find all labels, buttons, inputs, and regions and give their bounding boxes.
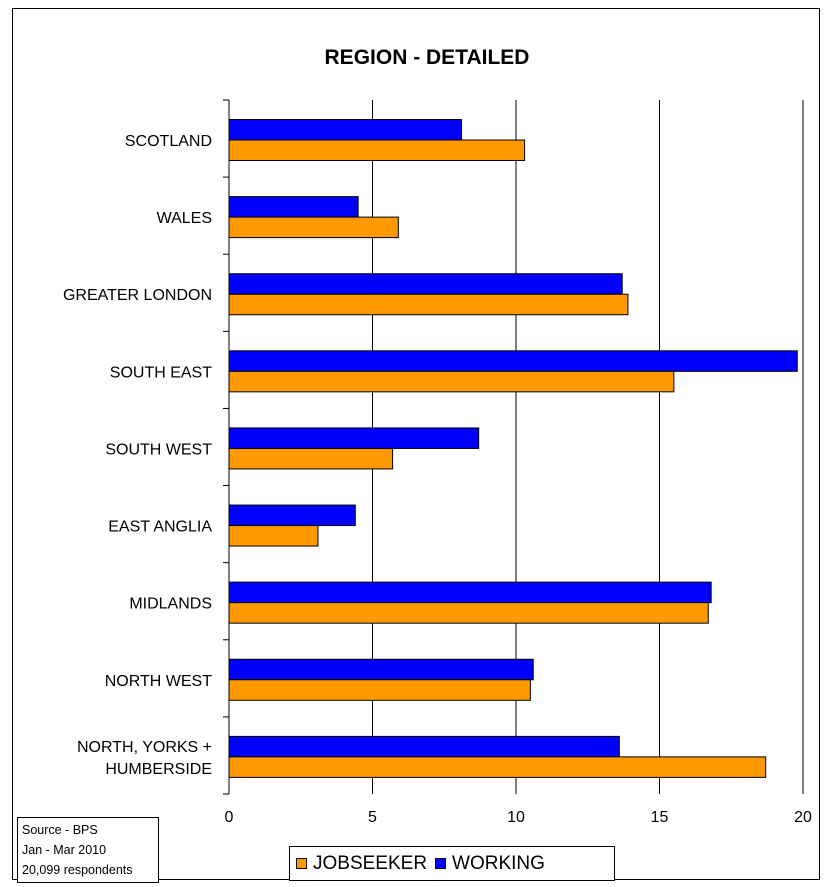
bar-working-south-west [228,427,480,449]
category-label-north-yorks-humberside-line-2: HUMBERSIDE [105,761,212,778]
bar-jobseeker-south-west [228,447,394,470]
chart-title: REGION - DETAILED [325,46,530,69]
bars [228,119,798,778]
bar-working-north-west [228,658,534,681]
bar-jobseeker-scotland [228,139,526,161]
x-tick-label-20: 20 [794,809,812,826]
category-label-greater-london: GREATER LONDON [63,287,212,304]
x-tick-label-15: 15 [651,809,669,826]
tick-labels: 0 5 10 15 20 [225,809,812,826]
bar-working-north-yorks-humberside [228,735,620,758]
bar-working-south-east [228,350,798,372]
category-label-south-east: SOUTH EAST [110,364,212,381]
bar-jobseeker-south-east [228,370,675,393]
source-respondents-line: 20,099 respondents [22,863,133,877]
category-label-south-west: SOUTH WEST [105,441,212,458]
category-labels: SCOTLAND WALES GREATER LONDON SOUTH EAST SOU… [63,133,212,778]
source-line: Source - BPS [22,823,98,837]
bar-jobseeker-greater-london [228,293,629,316]
legend-swatch-working [435,858,447,869]
source-note: Source - BPS Jan - Mar 2010 20,099 respo… [17,817,159,883]
legend-item-jobseeker: JOBSEEKER [296,853,427,875]
bar-jobseeker-midlands [228,602,709,624]
x-tick-label-0: 0 [225,809,234,826]
category-label-north-yorks-humberside-line-1: NORTH, YORKS + [77,739,212,756]
legend-item-working: WORKING [435,853,545,875]
category-label-midlands: MIDLANDS [129,596,212,613]
x-tick-label-5: 5 [368,809,377,826]
source-date-line: Jan - Mar 2010 [22,843,107,857]
category-label-wales: WALES [157,210,212,227]
bar-jobseeker-east-anglia [228,525,319,547]
legend: JOBSEEKER WORKING [289,846,615,881]
bar-working-scotland [228,119,462,141]
category-label-north-west: NORTH WEST [105,673,212,690]
legend-swatch-jobseeker [296,858,307,869]
bar-working-midlands [228,581,712,604]
bar-jobseeker-wales [228,216,399,239]
axes [223,99,230,795]
category-label-scotland: SCOTLAND [125,133,212,150]
category-label-east-anglia: EAST ANGLIA [108,519,212,536]
bar-working-wales [228,196,359,218]
bar-jobseeker-north-west [228,679,531,701]
bar-working-east-anglia [228,504,356,527]
legend-label-jobseeker: JOBSEEKER [313,852,428,874]
legend-label-working: WORKING [452,852,545,874]
x-tick-label-10: 10 [507,809,525,826]
bar-jobseeker-north-yorks-humberside [228,756,767,778]
bar-working-greater-london [228,273,623,295]
